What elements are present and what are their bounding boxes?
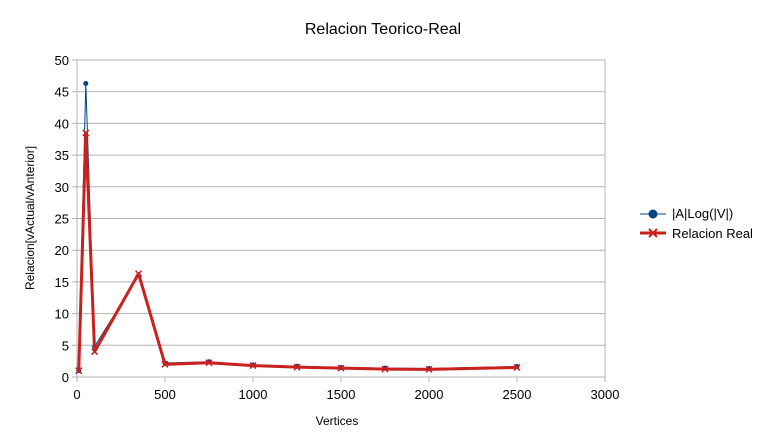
- data-point: [161, 360, 169, 368]
- legend-label-series-1: |A|Log(|V|): [672, 206, 733, 221]
- x-tick-label: 500: [154, 387, 176, 402]
- y-tick-label: 20: [55, 243, 69, 258]
- data-point: [513, 363, 521, 372]
- y-tick-label: 30: [55, 180, 69, 195]
- legend-item-series-1: |A|Log(|V|): [640, 206, 733, 221]
- y-tick-label: 35: [55, 148, 69, 163]
- data-point: [75, 367, 83, 375]
- data-point: [91, 348, 99, 356]
- x-tick-label: 1500: [327, 387, 356, 402]
- x-tick-label: 3000: [591, 387, 620, 402]
- data-point: [135, 270, 143, 278]
- y-tick-label: 10: [55, 307, 69, 322]
- y-tick-label: 15: [55, 275, 69, 290]
- x-tick-label: 0: [73, 387, 80, 402]
- series-group: [75, 80, 521, 375]
- x-axis-label: Vertices: [316, 414, 359, 428]
- y-tick-label: 40: [55, 116, 69, 131]
- grid: [72, 59, 606, 382]
- y-tick-label: 25: [55, 212, 69, 227]
- y-tick-label: 0: [62, 370, 69, 385]
- legend-marker-series-2: [648, 228, 658, 238]
- series-line-2: [77, 131, 518, 371]
- data-point: [249, 362, 257, 370]
- plot-area: [76, 59, 606, 378]
- legend-marker-series-1: [648, 209, 658, 219]
- legend-item-series-2: Relacion Real: [640, 226, 753, 241]
- series-line-1: [78, 82, 518, 371]
- x-tick-label: 1000: [239, 387, 268, 402]
- data-point: [82, 129, 90, 137]
- legend: |A|Log(|V|) Relacion Real: [640, 206, 753, 241]
- x-tick-label: 2500: [503, 387, 532, 402]
- chart-title: Relacion Teorico-Real: [305, 21, 461, 38]
- x-tick-label: 2000: [415, 387, 444, 402]
- data-point: [205, 359, 213, 367]
- data-point: [381, 365, 389, 373]
- y-tick-label: 50: [55, 53, 69, 68]
- legend-label-series-2: Relacion Real: [672, 226, 753, 241]
- y-tick-label: 5: [62, 338, 69, 353]
- y-tick-label: 45: [55, 85, 69, 100]
- data-point: [337, 364, 345, 372]
- data-point: [83, 80, 89, 86]
- y-axis-label: Relacion[vActual/vAnterior]: [23, 146, 37, 290]
- data-point: [425, 365, 433, 373]
- data-point: [293, 363, 301, 371]
